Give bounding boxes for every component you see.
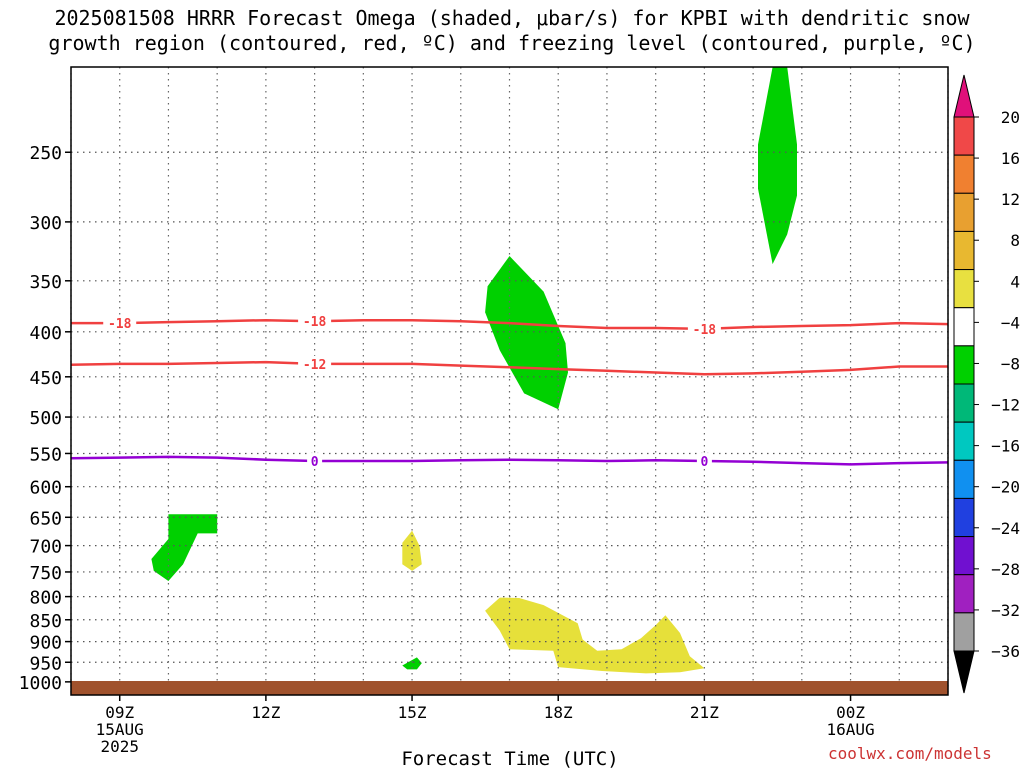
grid-layer: [70, 67, 949, 695]
colorbar-label: −4: [1001, 313, 1020, 332]
omega-region: [402, 530, 422, 571]
omega-region: [485, 256, 568, 410]
colorbar-label: −24: [991, 519, 1020, 538]
contour-line: [70, 318, 949, 331]
plot-frame: [70, 66, 949, 696]
title-line-1: 2025081508 HRRR Forecast Omega (shaded, …: [54, 6, 970, 30]
colorbar-label: −28: [991, 560, 1020, 579]
colorbar-band: [953, 154, 975, 194]
y-tick-label: 1000: [19, 673, 62, 694]
terrain-bar: [71, 681, 948, 695]
contour-line: [70, 360, 948, 376]
colorbar-label: 8: [1010, 231, 1020, 250]
contour-label: 0: [700, 455, 708, 470]
colorbar-band: [953, 497, 975, 538]
contour-label: -18: [693, 323, 717, 338]
x-tick-label: 18Z: [544, 703, 573, 722]
colorbar-band: [953, 307, 975, 347]
x-tick-label: 15Z: [398, 703, 427, 722]
colorbar-label: −12: [991, 396, 1020, 415]
colorbar-band: [953, 230, 975, 271]
contour-label-bg: [687, 320, 721, 337]
x-tick-label: 00Z: [836, 703, 865, 722]
y-tick-label: 700: [29, 537, 62, 558]
y-tick-label: 350: [29, 272, 62, 293]
y-tick-label: 900: [29, 633, 62, 654]
contour-label-bg: [307, 453, 323, 470]
colorbar-label: −36: [991, 642, 1020, 661]
x-axis-label: Forecast Time (UTC): [401, 748, 618, 768]
title-line-2: growth region (contoured, red, ºC) and f…: [48, 31, 976, 55]
colorbar-band: [953, 421, 975, 461]
colorbar-label: 12: [1001, 190, 1020, 209]
contour-label: 0: [311, 455, 319, 470]
colorbar-label: −20: [991, 478, 1020, 497]
chart-title: 2025081508 HRRR Forecast Omega (shaded, …: [0, 6, 1024, 56]
x-tick-label: 12Z: [251, 703, 280, 722]
y-tick-label: 650: [29, 508, 62, 529]
contour-label-bg: [103, 315, 137, 332]
colorbar-band: [953, 192, 975, 232]
colorbar-label: 16: [1001, 149, 1020, 168]
y-tick-label: 400: [29, 323, 62, 344]
contour-label: -12: [303, 358, 326, 373]
x-tick-label: 09Z: [105, 703, 134, 722]
colorbar-bottom-arrow: [953, 650, 975, 694]
y-tick-label: 750: [29, 563, 62, 584]
credit-link[interactable]: coolwx.com/models: [828, 744, 992, 763]
x-tick-label: 21Z: [690, 703, 719, 722]
y-tick-label: 500: [29, 408, 62, 429]
colorbar-label: −8: [1001, 354, 1020, 373]
y-tick-label: 850: [29, 611, 62, 632]
y-tick-label: 250: [29, 143, 62, 164]
omega-region: [485, 597, 705, 674]
omega-shading-layer: [151, 67, 797, 674]
colorbar-top-arrow: [953, 74, 975, 118]
contour-label-bg: [298, 355, 332, 372]
colorbar-band: [953, 612, 975, 652]
y-tick-label: 600: [29, 478, 62, 499]
y-axis: 2503003504004505005506006507007508008509…: [19, 143, 71, 694]
contour-label: -18: [108, 317, 132, 332]
colorbar-label: 20: [1001, 108, 1020, 127]
y-tick-label: 300: [29, 213, 62, 234]
colorbar-band: [953, 269, 975, 309]
y-tick-label: 800: [29, 588, 62, 609]
y-tick-label: 450: [29, 368, 62, 389]
y-tick-label: 950: [29, 653, 62, 674]
colorbar: 20 16 12 8 4 −4 −8 −12 −16 −20 −24 −28 −32 −36: [953, 74, 1020, 694]
contour-label: -18: [303, 315, 327, 330]
x-tick-label: 2025: [100, 737, 139, 756]
omega-region: [151, 514, 218, 581]
colorbar-band: [953, 345, 975, 385]
contour-layer: -18 -18 -18 -12 0 0: [70, 313, 949, 470]
colorbar-band: [953, 459, 975, 499]
omega-region: [402, 657, 422, 670]
contour-label-bg: [298, 313, 332, 330]
contour-line: [70, 455, 949, 466]
y-tick-label: 550: [29, 444, 62, 465]
colorbar-band: [953, 116, 975, 156]
colorbar-label: −16: [991, 437, 1020, 456]
colorbar-label: 4: [1010, 272, 1020, 291]
omega-region: [758, 67, 797, 265]
colorbar-band: [953, 536, 975, 576]
x-tick-label: 15AUG: [96, 720, 144, 739]
colorbar-label: −32: [991, 601, 1020, 620]
x-tick-label: 16AUG: [826, 720, 874, 739]
colorbar-band: [953, 383, 975, 423]
contour-label-bg: [696, 453, 712, 470]
colorbar-band: [953, 574, 975, 614]
